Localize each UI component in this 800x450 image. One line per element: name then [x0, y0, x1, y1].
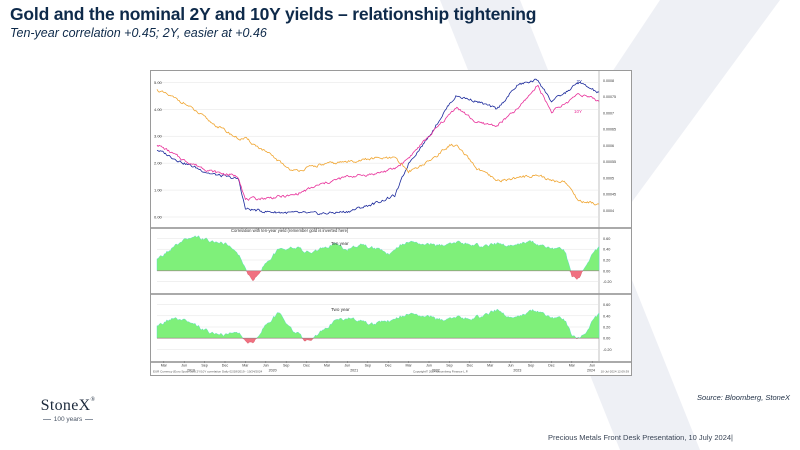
x-month-label: Dec	[548, 364, 555, 368]
logo-wordmark: StoneX®	[33, 397, 103, 415]
left-tick-label: 1.00	[154, 188, 163, 193]
logo-name: StoneX	[40, 397, 91, 414]
series-10y-line	[156, 84, 600, 201]
x-month-label: Mar	[242, 364, 249, 368]
x-month-label: Mar	[487, 364, 494, 368]
right-tick-label: 0.0006	[603, 144, 614, 148]
x-month-label: Sep	[283, 364, 289, 368]
corr-tick-label: 0.20	[603, 259, 610, 263]
right-tick-label: 0.0007	[603, 111, 614, 115]
logo-tagline-text: 100 years	[53, 416, 83, 423]
corr-tick-label: 0.00	[603, 269, 610, 273]
left-tick-label: 3.00	[154, 134, 163, 139]
corr-positive-area	[156, 235, 600, 271]
corr-tick-label: 0.00	[603, 337, 610, 341]
chart-footer-center: Copyright© 2024 Bloomberg Finance L.P.	[413, 370, 468, 374]
x-month-label: Jun	[589, 364, 595, 368]
x-year-label: 2019	[187, 369, 195, 373]
x-month-label: Sep	[365, 364, 371, 368]
x-year-label: 2023	[513, 369, 521, 373]
right-tick-label: 0.0004	[603, 209, 614, 213]
corr-two-year-label: Two year	[331, 307, 350, 312]
slide-title: Gold and the nominal 2Y and 10Y yields –…	[10, 4, 537, 24]
corr-tick-label: 0.40	[603, 314, 610, 318]
chart-canvas: 0.00 1.00 2.00 3.00 4.00 5.00 0.0004 0.00045 0.0…	[151, 71, 631, 374]
x-month-label: Mar	[161, 364, 168, 368]
bloomberg-chart: 0.00 1.00 2.00 3.00 4.00 5.00 0.0004 0.00045 0.0…	[150, 70, 632, 376]
x-month-label: Mar	[324, 364, 331, 368]
left-tick-label: 2.00	[154, 161, 163, 166]
series-line	[156, 89, 600, 206]
left-tick-label: 5.00	[154, 80, 163, 85]
right-tick-label: 0.00055	[603, 160, 616, 164]
corr-tick-label: 0.20	[603, 326, 610, 330]
logo-tagline: 100 years	[33, 416, 103, 423]
chart-footer-right: 10-Jul-2024 12:09:39	[601, 370, 630, 374]
corr-positive-area	[156, 308, 600, 339]
x-month-label: Jun	[426, 364, 432, 368]
corr-tick-label: -0.20	[603, 280, 612, 284]
legend-2y-label: 2Y	[576, 79, 582, 84]
legend-10y-label: 10Y	[574, 109, 582, 114]
x-month-label: Mar	[405, 364, 412, 368]
x-month-label: Sep	[446, 364, 452, 368]
x-month-label: Dec	[467, 364, 474, 368]
corr-tick-label: 0.60	[603, 237, 610, 241]
source-note: Source: Bloomberg, StoneX	[697, 393, 790, 402]
x-month-label: Dec	[385, 364, 392, 368]
right-tick-label: 0.0005	[603, 176, 614, 180]
slide-footer: Precious Metals Front Desk Presentation,…	[548, 433, 733, 442]
series-2y-line	[156, 78, 600, 215]
x-year-label: 2021	[350, 369, 358, 373]
corr-tick-label: 0.60	[603, 303, 610, 307]
corr-ten-year-title: Correlation with ten-year yield (remembe…	[231, 228, 349, 233]
corr-negative-area	[157, 270, 599, 281]
corr-ten-year-label: Ten year	[331, 241, 349, 246]
right-tick-label: 0.00065	[603, 128, 616, 132]
right-tick-label: 0.0008	[603, 79, 614, 83]
x-month-label: Sep	[528, 364, 534, 368]
right-tick-label: 0.00075	[603, 95, 616, 99]
stonex-logo: StoneX® 100 years	[33, 397, 103, 423]
x-month-label: Jun	[508, 364, 514, 368]
x-month-label: Mar	[569, 364, 576, 368]
corr-tick-label: -0.20	[603, 348, 612, 352]
left-tick-label: 0.00	[154, 215, 163, 220]
x-month-label: Sep	[201, 364, 207, 368]
x-year-label: 2020	[269, 369, 277, 373]
logo-registered-mark: ®	[90, 397, 96, 403]
x-month-label: Dec	[222, 364, 229, 368]
chart-footer-left: EUR Currency (Euro Spot) Gold 2Y/10Y cor…	[153, 370, 263, 374]
right-tick-label: 0.00045	[603, 193, 616, 197]
x-year-label: 2024	[587, 369, 595, 373]
x-year-label: 2022	[432, 369, 440, 373]
corr-tick-label: 0.40	[603, 248, 610, 252]
x-month-label: Jun	[345, 364, 351, 368]
left-tick-label: 4.00	[154, 107, 163, 112]
x-month-label: Dec	[303, 364, 310, 368]
corr-negative-area	[157, 338, 599, 344]
x-month-label: Jun	[181, 364, 187, 368]
x-month-label: Jun	[263, 364, 269, 368]
slide-subtitle: Ten-year correlation +0.45; 2Y, easier a…	[10, 26, 267, 40]
